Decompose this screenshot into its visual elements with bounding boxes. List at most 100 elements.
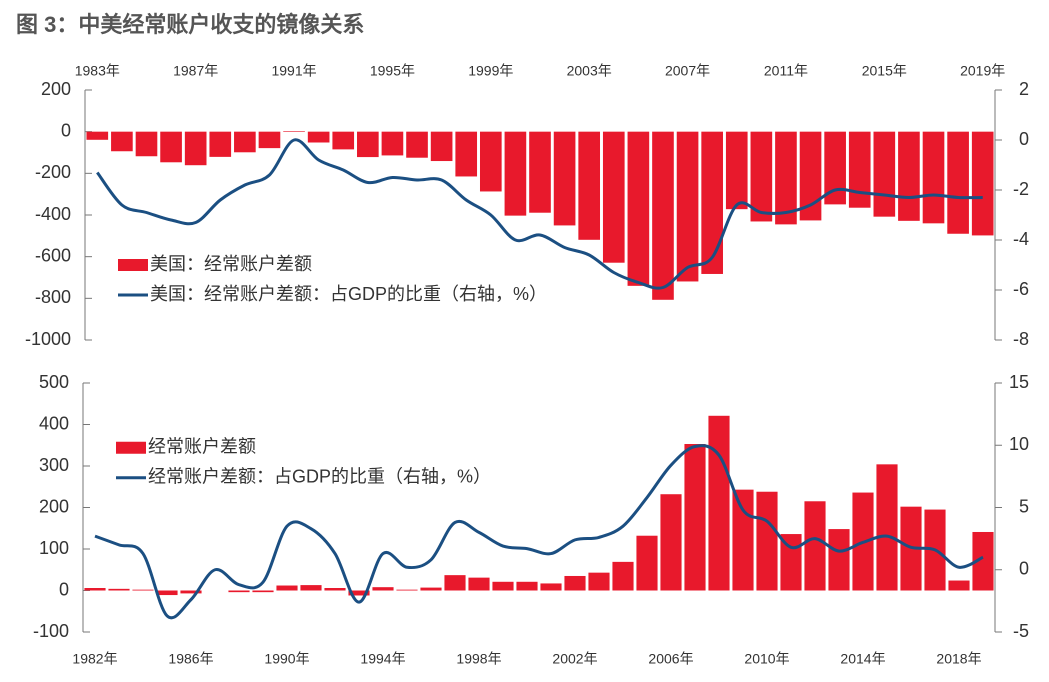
y-tick-label: 300 — [39, 455, 69, 475]
y-tick-label: -600 — [35, 245, 71, 265]
bar — [627, 131, 650, 286]
bar — [479, 131, 502, 192]
bar — [184, 131, 207, 166]
y-tick-label: -100 — [33, 621, 69, 641]
bar — [468, 577, 490, 591]
bar — [756, 491, 778, 591]
bar — [156, 590, 178, 596]
x-tick-label: 1987年 — [173, 63, 218, 79]
bar — [430, 131, 453, 162]
bar — [492, 581, 514, 591]
x-tick-label: 2003年 — [567, 63, 612, 79]
bar — [971, 131, 994, 236]
bar — [444, 575, 466, 591]
y-tick-label: -400 — [35, 204, 71, 224]
y-tick-label: -800 — [35, 287, 71, 307]
bar — [701, 131, 723, 274]
y-tick-label: 0 — [59, 579, 69, 599]
bar — [578, 131, 601, 240]
bar — [804, 501, 826, 591]
x-tick-label: 2015年 — [862, 63, 907, 79]
bar — [108, 588, 130, 591]
y2-tick-label: -4 — [1013, 229, 1029, 249]
y2-tick-label: -2 — [1013, 179, 1029, 199]
x-tick-label: 2014年 — [840, 651, 885, 667]
y2-tick-label: -5 — [1013, 621, 1029, 641]
bar — [799, 131, 822, 221]
legend-label: 美国：经常账户差额：占GDP的比重（右轴，%） — [150, 284, 547, 304]
y2-tick-label: 0 — [1019, 559, 1029, 579]
bar — [135, 131, 158, 157]
legend-label: 美国：经常账户差额 — [150, 254, 312, 274]
bar — [84, 588, 106, 591]
bar — [307, 131, 330, 143]
bar — [948, 580, 970, 591]
x-tick-label: 1982年 — [72, 651, 117, 667]
y2-tick-label: -6 — [1013, 279, 1029, 299]
bar — [588, 572, 610, 591]
bar — [652, 131, 674, 300]
legend-swatch — [116, 441, 146, 454]
bar — [258, 131, 281, 149]
bar — [828, 529, 850, 591]
bar — [750, 131, 773, 222]
bar — [898, 131, 920, 221]
x-tick-label: 2010年 — [744, 651, 789, 667]
bar — [276, 585, 298, 591]
bar — [381, 131, 404, 156]
y-tick-label: 200 — [41, 79, 71, 99]
bar — [529, 131, 551, 213]
bar — [676, 131, 699, 282]
bar — [283, 131, 305, 132]
x-tick-label: 1983年 — [75, 63, 120, 79]
bar — [732, 489, 754, 591]
y-tick-label: -200 — [35, 162, 71, 182]
y-tick-label: 500 — [39, 372, 69, 392]
bar — [873, 131, 896, 217]
x-tick-label: 2011年 — [764, 63, 808, 79]
x-tick-label: 2007年 — [665, 63, 710, 79]
legend-label: 经常账户差额：占GDP的比重（右轴，%） — [148, 466, 491, 486]
x-tick-label: 1998年 — [456, 651, 501, 667]
bar — [922, 131, 945, 224]
bar — [420, 587, 442, 591]
bar — [406, 131, 428, 158]
x-tick-label: 1994年 — [360, 651, 405, 667]
bar — [332, 131, 355, 150]
bar — [455, 131, 478, 177]
bar — [660, 494, 682, 591]
bar — [553, 131, 576, 226]
y2-tick-label: 0 — [1019, 129, 1029, 149]
y2-tick-label: 2 — [1019, 79, 1029, 99]
bar — [252, 590, 274, 593]
x-tick-label: 1995年 — [370, 63, 415, 79]
line — [94, 444, 984, 620]
bar — [824, 131, 846, 205]
chart-title: 图 3：中美经常账户收支的镜像关系 — [16, 12, 364, 37]
bar — [209, 131, 232, 157]
bar — [504, 131, 527, 216]
bar — [564, 575, 586, 591]
bar — [396, 589, 418, 591]
bar — [300, 585, 322, 591]
bar — [111, 131, 133, 152]
y2-tick-label: 10 — [1009, 434, 1029, 454]
x-tick-label: 1999年 — [468, 63, 513, 79]
bar — [372, 587, 394, 591]
bar — [86, 131, 109, 140]
bar — [725, 131, 748, 210]
bar — [132, 589, 154, 591]
bar — [612, 561, 634, 591]
x-tick-label: 1986年 — [168, 651, 213, 667]
x-tick-label: 2018年 — [936, 651, 981, 667]
bar — [540, 583, 562, 591]
x-tick-label: 2002年 — [552, 651, 597, 667]
x-tick-label: 2019年 — [960, 63, 1005, 79]
bar — [180, 590, 202, 594]
y-tick-label: 200 — [39, 496, 69, 516]
bar — [636, 535, 658, 591]
legend-label: 经常账户差额 — [148, 436, 256, 456]
y2-tick-label: -8 — [1013, 329, 1029, 349]
bar — [602, 131, 625, 263]
bar — [357, 131, 379, 158]
